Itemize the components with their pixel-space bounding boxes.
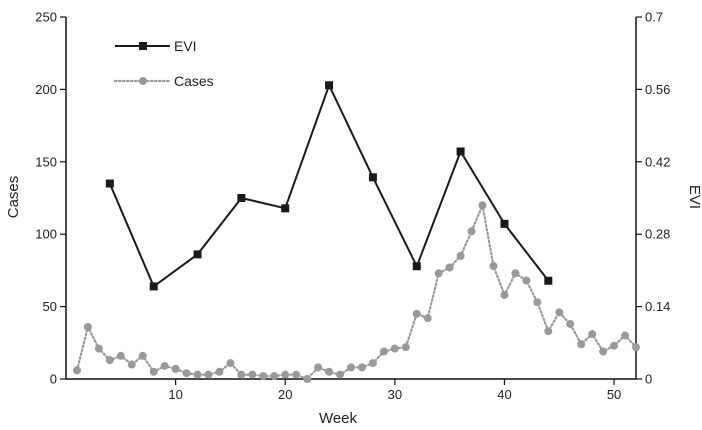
evi-series-line	[108, 84, 550, 288]
evi-point	[456, 147, 465, 156]
cases-point	[489, 262, 498, 271]
evi-point	[281, 204, 290, 213]
cases-point	[237, 370, 246, 379]
cases-point	[368, 359, 377, 368]
cases-point	[511, 269, 520, 278]
cases-point	[566, 319, 575, 328]
x-tick-label: 20	[278, 387, 292, 402]
cases-point	[270, 372, 279, 381]
cases-point	[226, 359, 235, 368]
cases-point	[445, 263, 454, 272]
cases-series-line	[75, 204, 638, 381]
cases-point	[292, 370, 301, 379]
cases-point	[401, 343, 410, 352]
cases-point	[94, 344, 103, 353]
y-left-tick-label: 250	[35, 10, 57, 25]
cases-point	[105, 356, 114, 365]
y-right-tick-label: 0.14	[645, 299, 670, 314]
cases-point	[72, 366, 81, 375]
cases-point	[478, 201, 487, 210]
cases-point	[138, 351, 147, 360]
y-left-tick-label: 100	[35, 227, 57, 242]
cases-point	[621, 331, 630, 340]
evi-point	[325, 81, 334, 90]
legend-evi-marker	[139, 42, 147, 50]
evi-point	[237, 194, 246, 202]
cases-point	[412, 309, 421, 318]
cases-point	[610, 341, 619, 350]
y-left-tick-label: 150	[35, 154, 57, 169]
cases-point	[588, 330, 597, 339]
cases-point	[434, 269, 443, 278]
legend-cases-marker	[139, 77, 147, 85]
y-right-tick-label: 0.42	[645, 154, 670, 169]
cases-point	[116, 351, 125, 360]
cases-point	[577, 340, 586, 349]
cases-point	[456, 251, 465, 260]
y-left-tick-label: 50	[43, 299, 57, 314]
legend-evi-label: EVI	[174, 38, 197, 54]
legend-cases-label: Cases	[174, 73, 214, 89]
labels-layer: Week Cases EVI	[5, 176, 702, 427]
cases-point	[500, 291, 509, 300]
x-axis-title: Week	[319, 410, 358, 427]
legend: EVI Cases	[113, 38, 214, 89]
axes-frame: 10 20 30 40 50 0 50 100 150 200 250 0 0.14 0.28 0.42 0.…	[35, 10, 670, 403]
cases-point	[379, 347, 388, 356]
cases-point	[248, 370, 257, 379]
y-right-tick-label: 0.7	[645, 10, 663, 25]
cases-point	[632, 343, 640, 352]
cases-point	[314, 363, 323, 372]
y-right-tick-label: 0.56	[645, 82, 670, 97]
cases-point	[215, 367, 224, 376]
cases-point	[182, 369, 191, 378]
cases-point	[149, 367, 158, 376]
cases-point	[83, 322, 92, 331]
cases-point	[303, 375, 312, 383]
cases-point	[193, 370, 202, 379]
x-tick-label: 30	[388, 387, 402, 402]
evi-point	[105, 179, 114, 188]
cases-point	[281, 370, 290, 379]
cases-point	[127, 360, 136, 369]
cases-point	[204, 370, 213, 379]
cases-point	[533, 298, 542, 307]
cases-point	[259, 372, 268, 381]
evi-point	[368, 173, 377, 182]
evi-point	[149, 282, 158, 291]
evi-point	[544, 276, 553, 285]
cases-point	[555, 308, 564, 317]
y-axis-left-title: Cases	[5, 176, 22, 219]
y-axis-right-title: EVI	[686, 185, 702, 209]
x-tick-label: 10	[168, 387, 182, 402]
cases-point	[522, 276, 531, 285]
evi-point	[193, 250, 202, 259]
cases-point	[336, 370, 345, 379]
y-right-tick-label: 0	[645, 372, 652, 387]
cases-point	[160, 361, 169, 370]
series-layer	[72, 81, 640, 383]
cases-point	[357, 363, 366, 372]
evi-point	[412, 262, 421, 271]
cases-point	[544, 327, 553, 336]
x-tick-label: 40	[497, 387, 511, 402]
cases-point	[171, 364, 180, 373]
y-right-tick-label: 0.28	[645, 227, 670, 242]
evi-point	[500, 219, 509, 228]
cases-point	[390, 344, 399, 353]
cases-point	[467, 227, 476, 236]
cases-point	[347, 363, 355, 372]
cases-point	[423, 314, 432, 323]
y-left-tick-label: 0	[50, 372, 57, 387]
x-tick-label: 50	[607, 387, 621, 402]
cases-point	[599, 347, 608, 356]
y-left-tick-label: 200	[35, 82, 57, 97]
cases-point	[325, 367, 334, 376]
